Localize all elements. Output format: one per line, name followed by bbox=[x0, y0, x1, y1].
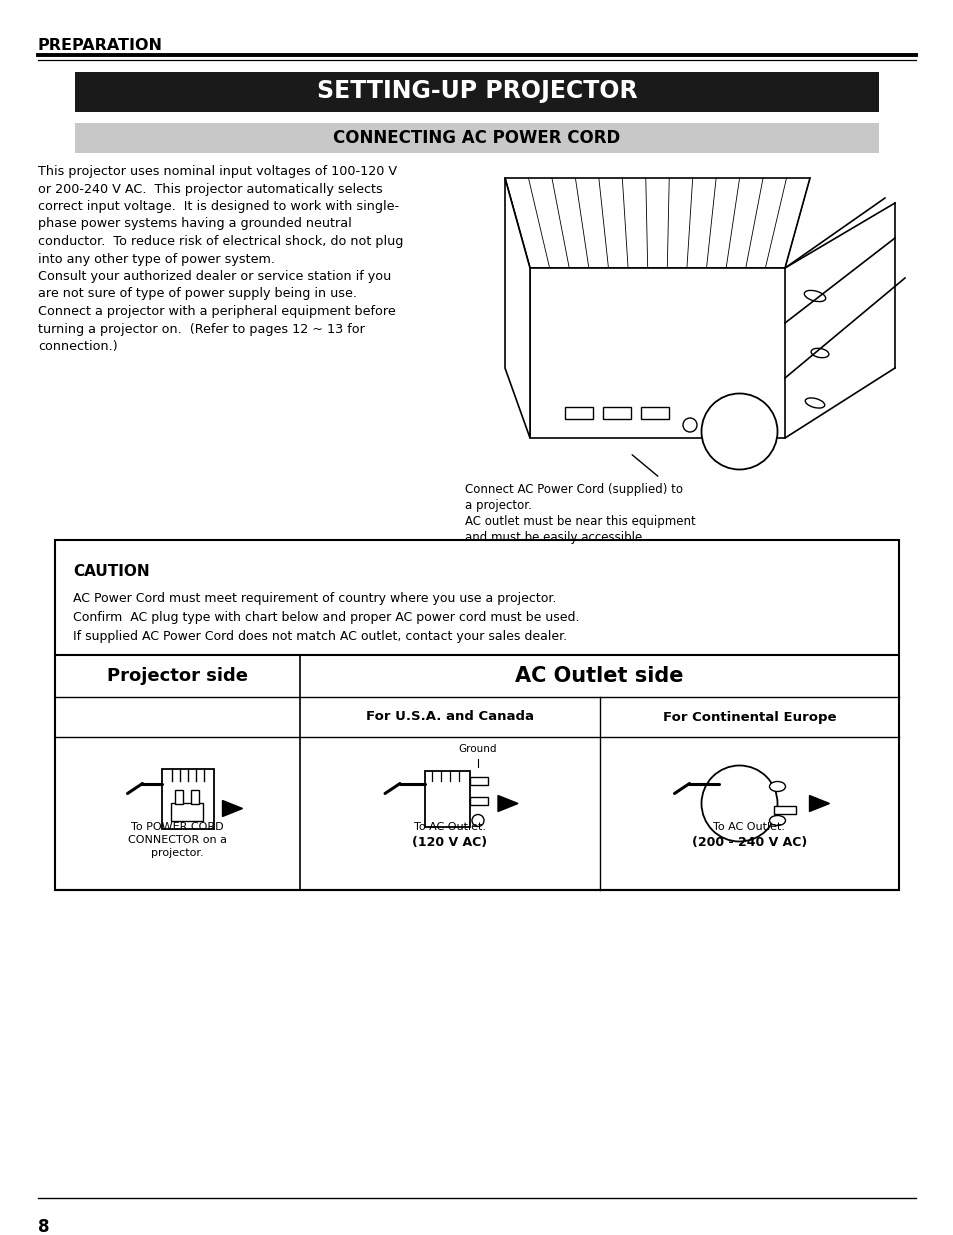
Text: To AC Outlet.: To AC Outlet. bbox=[414, 823, 485, 832]
Text: (120 V AC): (120 V AC) bbox=[412, 836, 487, 848]
Text: are not sure of type of power supply being in use.: are not sure of type of power supply bei… bbox=[38, 288, 356, 300]
Text: CAUTION: CAUTION bbox=[73, 564, 150, 579]
Bar bbox=[470, 797, 488, 804]
Bar bbox=[640, 408, 668, 419]
Bar bbox=[75, 72, 878, 112]
Ellipse shape bbox=[769, 815, 784, 825]
Text: turning a projector on.  (Refer to pages 12 ~ 13 for: turning a projector on. (Refer to pages … bbox=[38, 322, 364, 336]
Text: Ground: Ground bbox=[458, 743, 497, 753]
Text: correct input voltage.  It is designed to work with single-: correct input voltage. It is designed to… bbox=[38, 200, 398, 212]
Polygon shape bbox=[424, 771, 470, 826]
Ellipse shape bbox=[803, 290, 825, 301]
Text: Connect AC Power Cord (supplied) to: Connect AC Power Cord (supplied) to bbox=[464, 483, 682, 496]
Text: AC Power Cord must meet requirement of country where you use a projector.: AC Power Cord must meet requirement of c… bbox=[73, 592, 556, 605]
Ellipse shape bbox=[769, 782, 784, 792]
Text: 8: 8 bbox=[38, 1218, 50, 1235]
Bar bbox=[602, 408, 630, 419]
Text: To POWER CORD: To POWER CORD bbox=[132, 823, 224, 832]
Circle shape bbox=[472, 815, 483, 826]
Circle shape bbox=[682, 417, 697, 432]
Text: CONNECTOR on a: CONNECTOR on a bbox=[128, 835, 227, 845]
Text: and must be easily accessible.: and must be easily accessible. bbox=[464, 531, 645, 543]
Text: For Continental Europe: For Continental Europe bbox=[662, 710, 836, 724]
Text: PREPARATION: PREPARATION bbox=[38, 38, 163, 53]
Text: This projector uses nominal input voltages of 100-120 V: This projector uses nominal input voltag… bbox=[38, 165, 396, 178]
Ellipse shape bbox=[810, 348, 828, 358]
Polygon shape bbox=[222, 800, 242, 816]
Bar bbox=[774, 805, 796, 814]
Text: conductor.  To reduce risk of electrical shock, do not plug: conductor. To reduce risk of electrical … bbox=[38, 235, 403, 248]
Text: SETTING-UP PROJECTOR: SETTING-UP PROJECTOR bbox=[316, 79, 637, 103]
Text: AC Outlet side: AC Outlet side bbox=[515, 666, 683, 685]
Text: Consult your authorized dealer or service station if you: Consult your authorized dealer or servic… bbox=[38, 270, 391, 283]
Text: into any other type of power system.: into any other type of power system. bbox=[38, 252, 274, 266]
Bar bbox=[55, 540, 898, 890]
Polygon shape bbox=[504, 178, 809, 268]
Text: projector.: projector. bbox=[151, 848, 204, 858]
Text: CONNECTING AC POWER CORD: CONNECTING AC POWER CORD bbox=[333, 128, 620, 147]
Text: connection.): connection.) bbox=[38, 340, 117, 353]
Text: If supplied AC Power Cord does not match AC outlet, contact your sales dealer.: If supplied AC Power Cord does not match… bbox=[73, 630, 566, 643]
Ellipse shape bbox=[700, 766, 777, 841]
Polygon shape bbox=[504, 178, 530, 438]
Polygon shape bbox=[162, 768, 214, 829]
Text: For U.S.A. and Canada: For U.S.A. and Canada bbox=[366, 710, 534, 724]
Text: To AC Outlet.: To AC Outlet. bbox=[713, 823, 784, 832]
Polygon shape bbox=[809, 795, 828, 811]
Polygon shape bbox=[497, 795, 517, 811]
Polygon shape bbox=[530, 268, 784, 438]
Text: (200 - 240 V AC): (200 - 240 V AC) bbox=[691, 836, 806, 848]
Bar bbox=[172, 803, 203, 820]
Bar bbox=[470, 777, 488, 784]
Text: AC outlet must be near this equipment: AC outlet must be near this equipment bbox=[464, 515, 695, 529]
Ellipse shape bbox=[804, 398, 823, 408]
Text: Connect a projector with a peripheral equipment before: Connect a projector with a peripheral eq… bbox=[38, 305, 395, 317]
Circle shape bbox=[700, 394, 777, 469]
Text: phase power systems having a grounded neutral: phase power systems having a grounded ne… bbox=[38, 217, 352, 231]
Bar bbox=[192, 789, 199, 804]
Text: Projector side: Projector side bbox=[107, 667, 248, 685]
Bar bbox=[175, 789, 183, 804]
Bar bbox=[564, 408, 593, 419]
Text: a projector.: a projector. bbox=[464, 499, 532, 513]
Text: Confirm  AC plug type with chart below and proper AC power cord must be used.: Confirm AC plug type with chart below an… bbox=[73, 611, 578, 624]
Bar bbox=[75, 124, 878, 153]
Text: or 200-240 V AC.  This projector automatically selects: or 200-240 V AC. This projector automati… bbox=[38, 183, 382, 195]
